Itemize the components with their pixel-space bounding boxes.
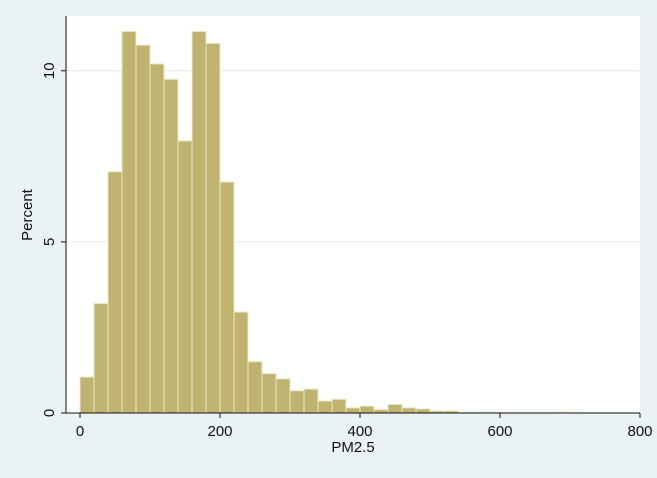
histogram-bar-5 xyxy=(149,63,165,414)
histogram-bar-21 xyxy=(373,409,389,414)
histogram-bar-15 xyxy=(289,390,305,414)
histogram-bar-20 xyxy=(359,405,375,414)
x-axis-title: PM2.5 xyxy=(331,439,374,456)
histogram-bar-4 xyxy=(135,44,151,414)
histogram-bar-13 xyxy=(261,373,277,414)
histogram-bar-12 xyxy=(247,361,263,414)
histogram-bar-3 xyxy=(121,30,137,414)
histogram-bar-18 xyxy=(331,398,347,414)
y-axis-title: Percent xyxy=(19,188,36,241)
x-tick-label: 600 xyxy=(487,423,512,440)
histogram-bar-2 xyxy=(107,171,123,414)
histogram-bar-10 xyxy=(219,181,235,414)
histogram-bar-14 xyxy=(275,378,291,414)
histogram-bar-9 xyxy=(205,42,221,414)
histogram-bar-1 xyxy=(93,302,109,414)
histogram-bar-16 xyxy=(303,388,319,414)
y-tick-label: 10 xyxy=(41,62,58,79)
histogram-bar-7 xyxy=(177,140,193,414)
histogram-bar-19 xyxy=(345,407,361,414)
x-tick-label: 400 xyxy=(347,423,372,440)
y-axis-ticks: 0 5 10 xyxy=(41,62,66,417)
histogram-bar-23 xyxy=(401,407,417,414)
histogram-bar-11 xyxy=(233,311,249,414)
x-tick-label: 800 xyxy=(627,423,652,440)
histogram-bar-0 xyxy=(79,376,95,414)
y-tick-label: 0 xyxy=(41,409,58,417)
histogram-bar-24 xyxy=(415,408,431,414)
histogram-bar-6 xyxy=(163,78,179,414)
x-tick-label: 200 xyxy=(207,423,232,440)
histogram-bar-17 xyxy=(317,400,333,414)
y-tick-label: 5 xyxy=(41,238,58,246)
histogram-bar-22 xyxy=(387,403,403,414)
x-axis-ticks: 0 200 400 600 800 xyxy=(76,413,653,440)
x-tick-label: 0 xyxy=(76,423,84,440)
histogram-bar-8 xyxy=(191,30,207,414)
